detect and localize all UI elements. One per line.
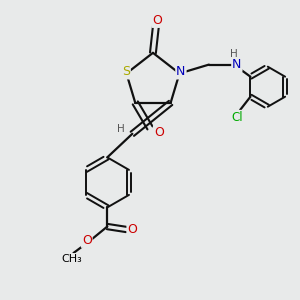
- Text: S: S: [122, 65, 130, 79]
- Text: O: O: [128, 223, 137, 236]
- Text: N: N: [232, 58, 242, 71]
- Text: N: N: [176, 65, 186, 79]
- Text: CH₃: CH₃: [61, 254, 82, 264]
- Text: O: O: [152, 14, 162, 27]
- Text: H: H: [117, 124, 124, 134]
- Text: Cl: Cl: [231, 111, 243, 124]
- Text: O: O: [154, 126, 164, 139]
- Text: H: H: [230, 49, 238, 59]
- Text: O: O: [82, 234, 92, 247]
